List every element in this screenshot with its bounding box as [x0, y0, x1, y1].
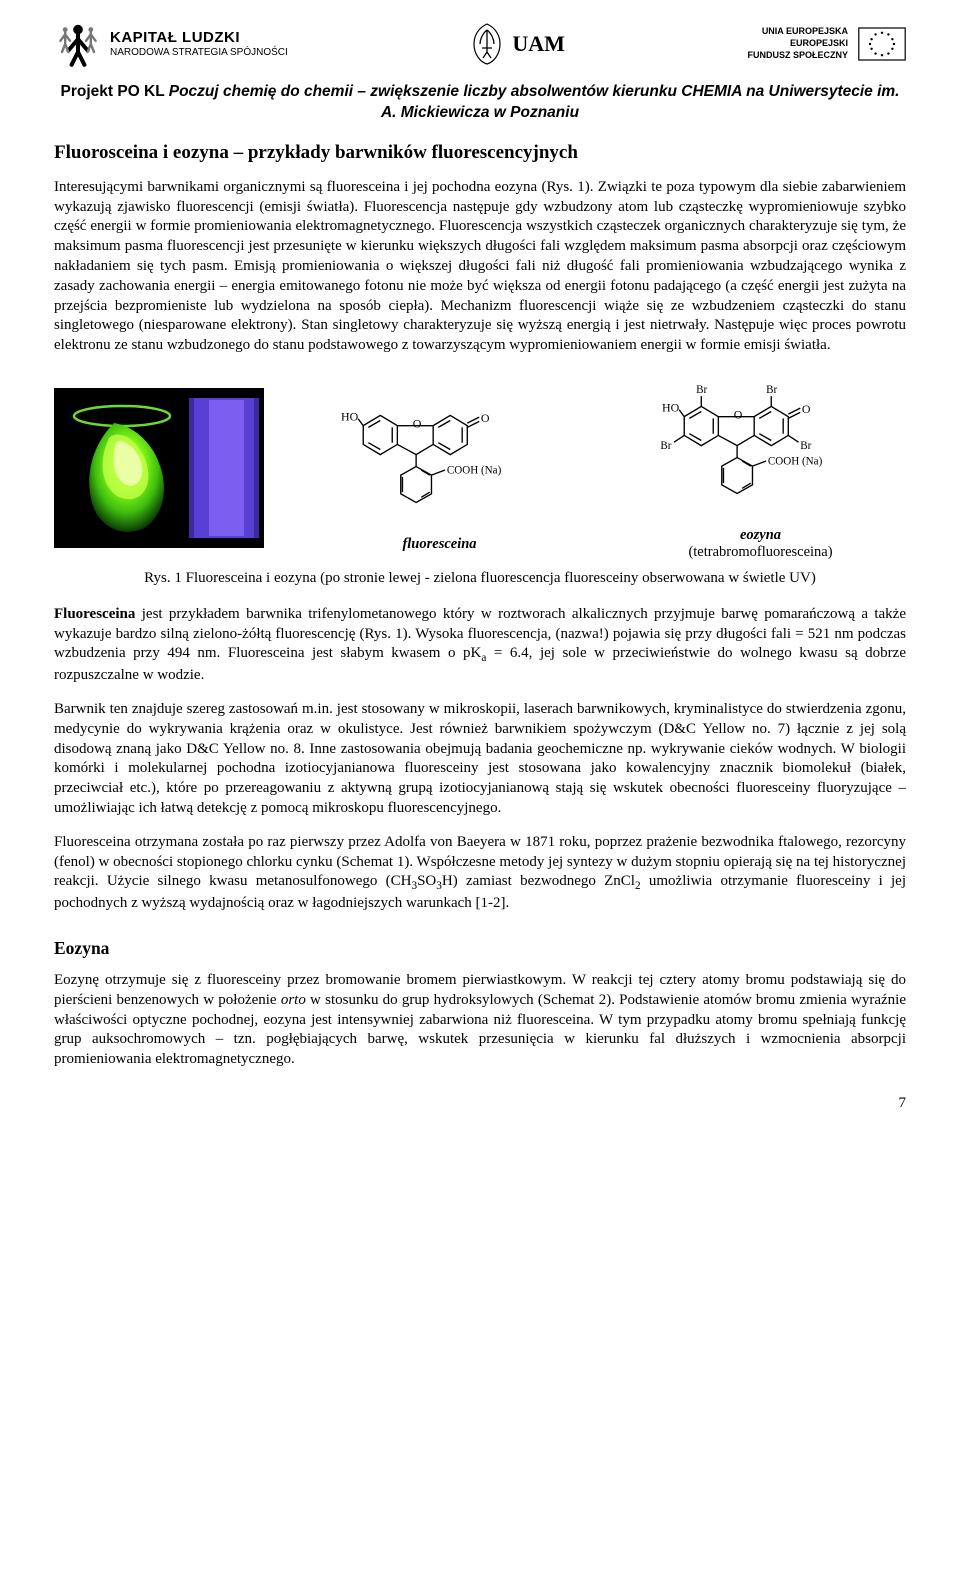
paragraph-3: Barwnik ten znajduje szereg zastosowań m… — [54, 700, 906, 819]
label-o-ring: O — [412, 416, 421, 430]
project-title-prefix: Projekt PO KL — [61, 83, 169, 100]
logo-kapital-text: KAPITAŁ LUDZKI NARODOWA STRATEGIA SPÓJNO… — [110, 30, 288, 58]
article-title: Fluorosceina i eozyna – przykłady barwni… — [54, 142, 906, 164]
logo-uam: UAM — [470, 22, 565, 66]
label-br-4: Br — [800, 440, 811, 452]
project-title: Projekt PO KL Poczuj chemię do chemii – … — [54, 82, 906, 124]
eu-flag-icon — [858, 27, 906, 61]
label-br-1: Br — [696, 384, 707, 396]
label-o-ring-2: O — [733, 407, 742, 421]
paragraph-4: Fluoresceina otrzymana została po raz pi… — [54, 833, 906, 914]
label-br-3: Br — [660, 440, 671, 452]
label-ho-2: HO — [662, 401, 680, 415]
logo-kapital-title: KAPITAŁ LUDZKI — [110, 30, 288, 47]
logo-kapital-ludzki: KAPITAŁ LUDZKI NARODOWA STRATEGIA SPÓJNO… — [54, 20, 288, 68]
logo-eu-line3: FUNDUSZ SPOŁECZNY — [747, 50, 848, 62]
figure-caption: Rys. 1 Fluoresceina i eozyna (po stronie… — [54, 570, 906, 587]
figure-row: O HO O COOH (Na) f — [54, 374, 906, 562]
label-ho: HO — [341, 409, 359, 423]
label-cooh: COOH (Na) — [446, 464, 501, 476]
page-number: 7 — [899, 1095, 907, 1112]
mol2-sub: (tetrabromofluoresceina) — [688, 544, 832, 560]
logo-eu-text: UNIA EUROPEJSKA EUROPEJSKI FUNDUSZ SPOŁE… — [747, 26, 848, 61]
fluorescence-photo — [54, 388, 264, 548]
logo-eu: UNIA EUROPEJSKA EUROPEJSKI FUNDUSZ SPOŁE… — [747, 26, 906, 61]
header-logo-row: KAPITAŁ LUDZKI NARODOWA STRATEGIA SPÓJNO… — [54, 20, 906, 68]
mol1-caption: fluoresceina — [402, 536, 476, 553]
section-eozyna-title: Eozyna — [54, 938, 906, 959]
mol2-name: eozyna — [740, 527, 781, 543]
logo-kapital-subtitle: NARODOWA STRATEGIA SPÓJNOŚCI — [110, 47, 288, 58]
mol2-caption: eozyna (tetrabromofluoresceina) — [688, 527, 832, 562]
document-page: KAPITAŁ LUDZKI NARODOWA STRATEGIA SPÓJNO… — [0, 0, 960, 1124]
paragraph-5: Eozynę otrzymuje się z fluoresceiny prze… — [54, 971, 906, 1070]
molecule-eosin: O HO O Br Br Br Br — [615, 374, 906, 562]
label-cooh-2: COOH (Na) — [767, 455, 822, 467]
logo-uam-text: UAM — [512, 31, 565, 57]
mol1-name: fluoresceina — [402, 536, 476, 552]
human-figure-icon — [54, 20, 102, 68]
molecule-fluorescein: O HO O COOH (Na) f — [294, 383, 585, 553]
logo-eu-line1: UNIA EUROPEJSKA — [747, 26, 848, 38]
project-title-italic: Poczuj chemię do chemii – zwiększenie li… — [169, 83, 900, 121]
intro-paragraph: Interesującymi barwnikami organicznymi s… — [54, 178, 906, 356]
logo-eu-line2: EUROPEJSKI — [747, 38, 848, 50]
label-br-2: Br — [766, 384, 777, 396]
label-o-keto: O — [480, 411, 489, 425]
eagle-icon — [470, 22, 504, 66]
paragraph-2: Fluoresceina jest przykładem barwnika tr… — [54, 605, 906, 686]
label-o-keto-2: O — [801, 402, 810, 416]
